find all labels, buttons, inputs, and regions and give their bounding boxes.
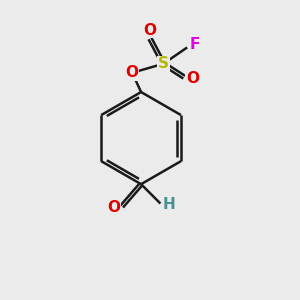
Text: O: O — [107, 200, 120, 215]
Text: O: O — [143, 23, 157, 38]
Text: O: O — [126, 65, 139, 80]
Text: O: O — [186, 71, 199, 86]
Text: S: S — [158, 56, 169, 71]
Text: H: H — [162, 197, 175, 212]
Text: F: F — [189, 37, 200, 52]
